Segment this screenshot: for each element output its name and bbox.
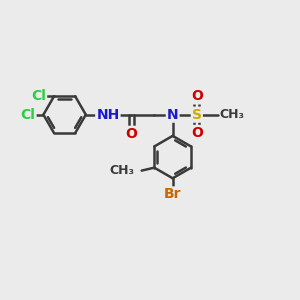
- Text: O: O: [191, 89, 203, 103]
- Text: Cl: Cl: [21, 108, 35, 122]
- Text: Br: Br: [164, 188, 182, 202]
- Text: O: O: [191, 126, 203, 140]
- Text: N: N: [167, 108, 178, 122]
- Text: CH₃: CH₃: [220, 108, 244, 121]
- Text: S: S: [192, 108, 202, 122]
- Text: Cl: Cl: [31, 89, 46, 103]
- Text: NH: NH: [96, 108, 119, 122]
- Text: O: O: [125, 127, 137, 141]
- Text: CH₃: CH₃: [110, 164, 135, 177]
